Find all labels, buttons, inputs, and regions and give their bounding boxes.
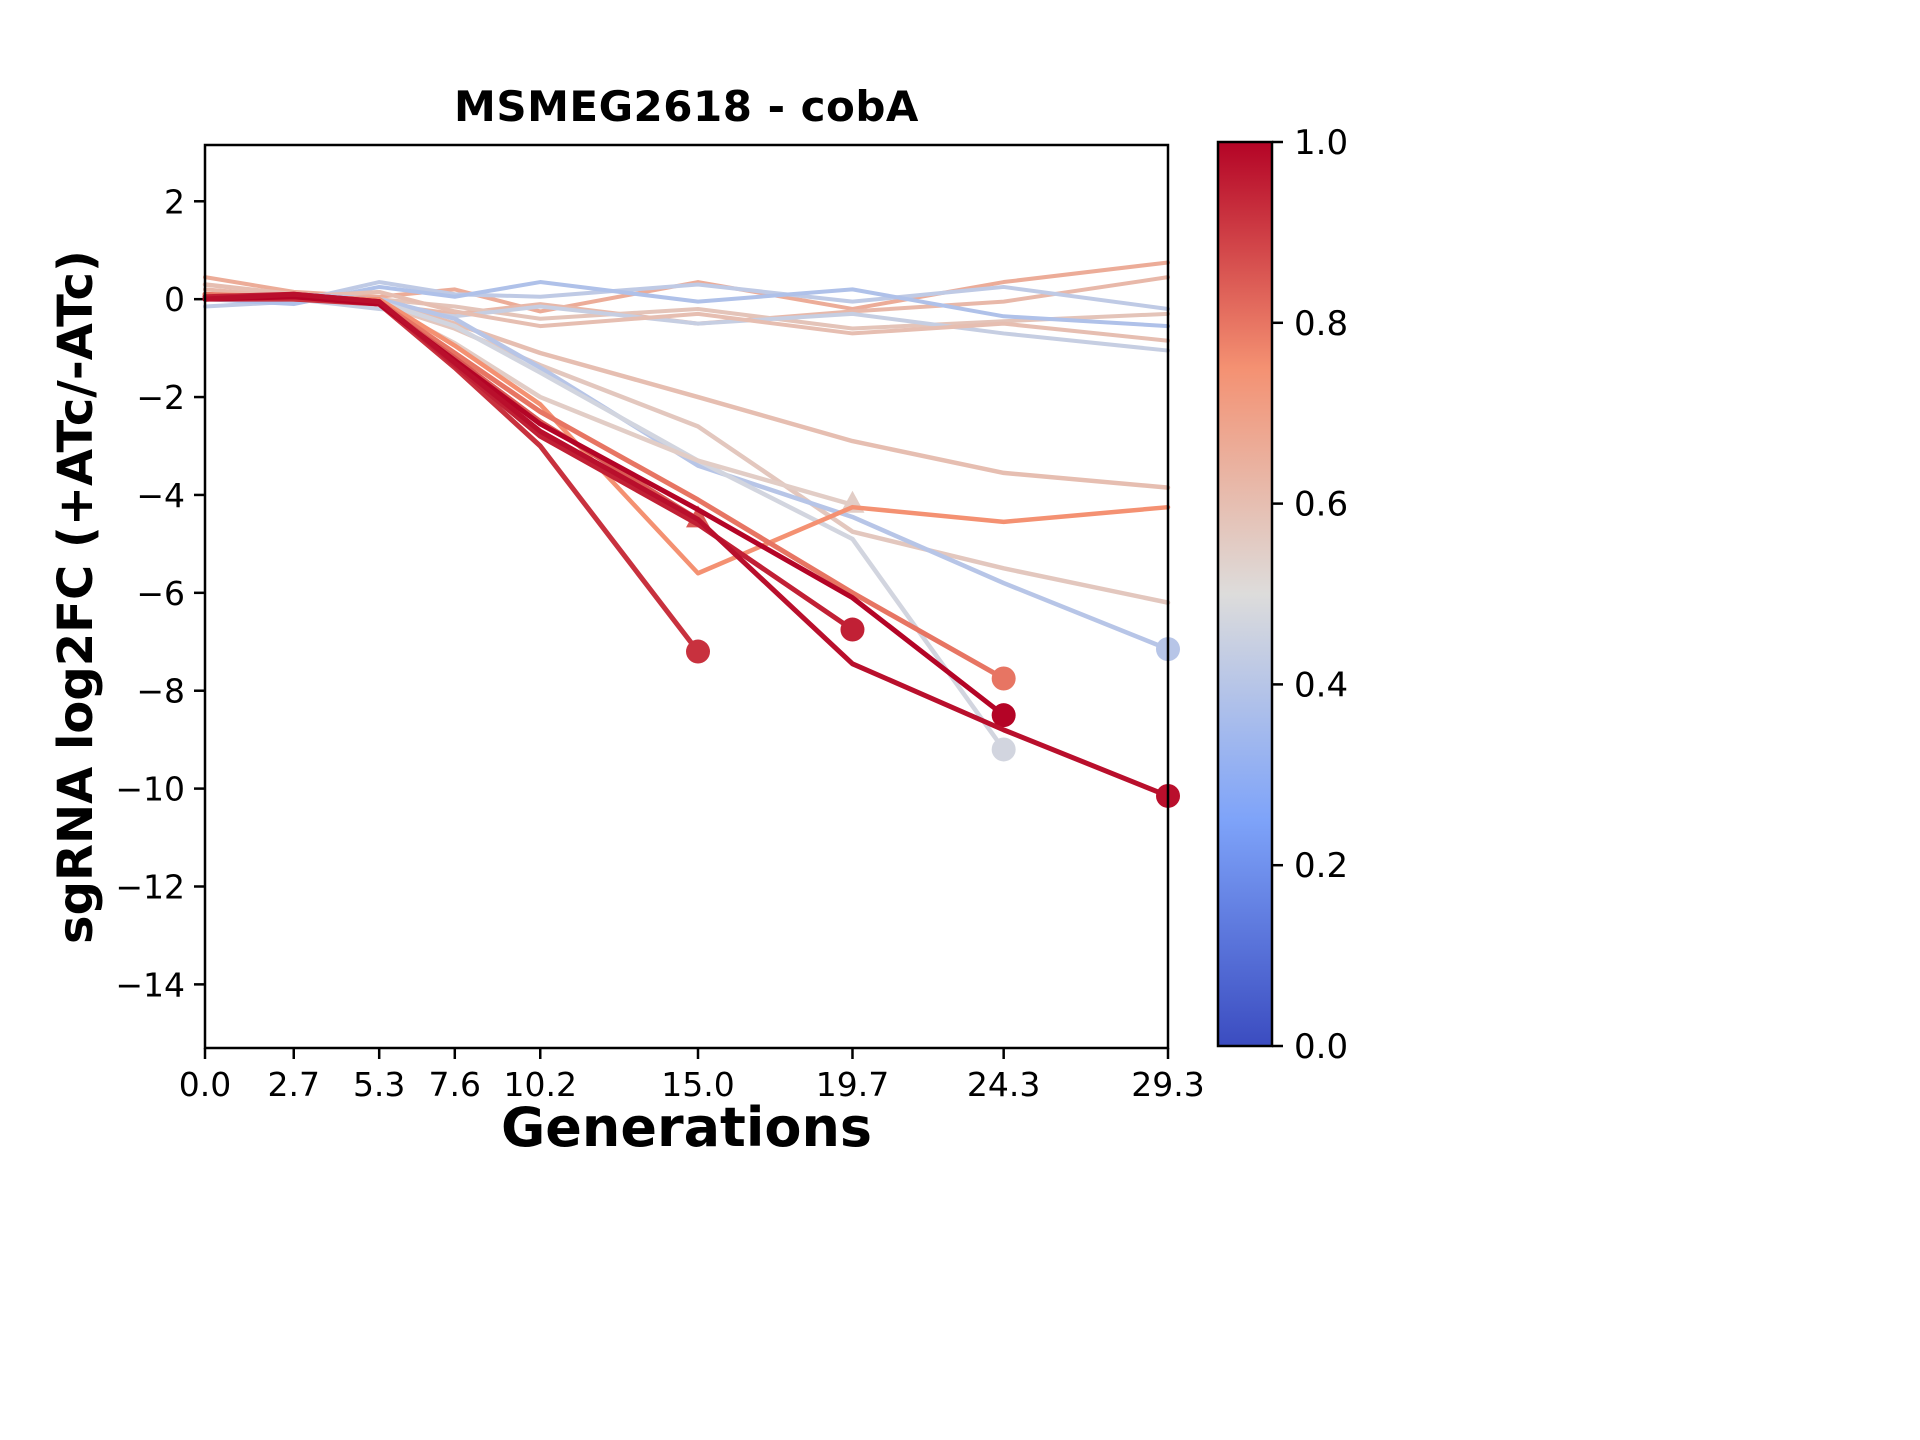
series-group [202, 260, 1180, 808]
y-tick-label: −10 [115, 770, 185, 809]
y-axis-label: sgRNA log2FC (+ATc/-ATc) [48, 250, 104, 944]
x-tick-label: 10.2 [504, 1065, 577, 1104]
colorbar-tick-label: 0.0 [1294, 1027, 1348, 1067]
colorbar-group: 1.0 0.8 0.6 0.4 0.2 0.0 [1216, 123, 1348, 1067]
chart-title: MSMEG2618 - cobA [454, 82, 919, 131]
series-end-marker-circle [991, 737, 1016, 762]
series-end-marker-circle [840, 617, 865, 642]
x-tick-label: 7.6 [429, 1065, 481, 1104]
series-end-marker-circle [991, 666, 1016, 691]
y-tick-label: −2 [136, 378, 185, 417]
y-tick-label: −12 [115, 867, 185, 906]
y-tick-label: 0 [164, 280, 185, 319]
x-tick-label: 24.3 [967, 1065, 1040, 1104]
y-tick-label: −8 [136, 672, 185, 711]
y-tick-label: 2 [164, 182, 185, 221]
colorbar-tick-label: 0.8 [1294, 304, 1348, 344]
series-end-marker-circle [686, 639, 711, 664]
x-tick-label: 29.3 [1131, 1065, 1204, 1104]
y-tick-label: −4 [136, 476, 185, 515]
x-tick-label: 5.3 [353, 1065, 405, 1104]
colorbar-tick-label: 1.0 [1294, 123, 1348, 163]
colorbar-tick-label: 0.2 [1294, 846, 1348, 886]
colorbar-tick-label: 0.6 [1294, 485, 1348, 525]
y-tick-label: −6 [136, 574, 185, 613]
y-tick-label: −14 [115, 965, 185, 1004]
frame-group [203, 143, 1170, 1050]
series-line [202, 291, 1171, 799]
x-tick-label: 2.7 [267, 1065, 319, 1104]
x-axis-label: Generations [500, 1096, 873, 1159]
series-end-marker-circle [991, 703, 1016, 728]
colorbar [1216, 140, 1274, 1048]
x-tick-label: 15.0 [661, 1065, 734, 1104]
x-tick-label: 0.0 [179, 1065, 231, 1104]
x-tick-label: 19.7 [816, 1065, 889, 1104]
axes-frame [203, 143, 1170, 1050]
colorbar-tick-label: 0.4 [1294, 665, 1348, 705]
